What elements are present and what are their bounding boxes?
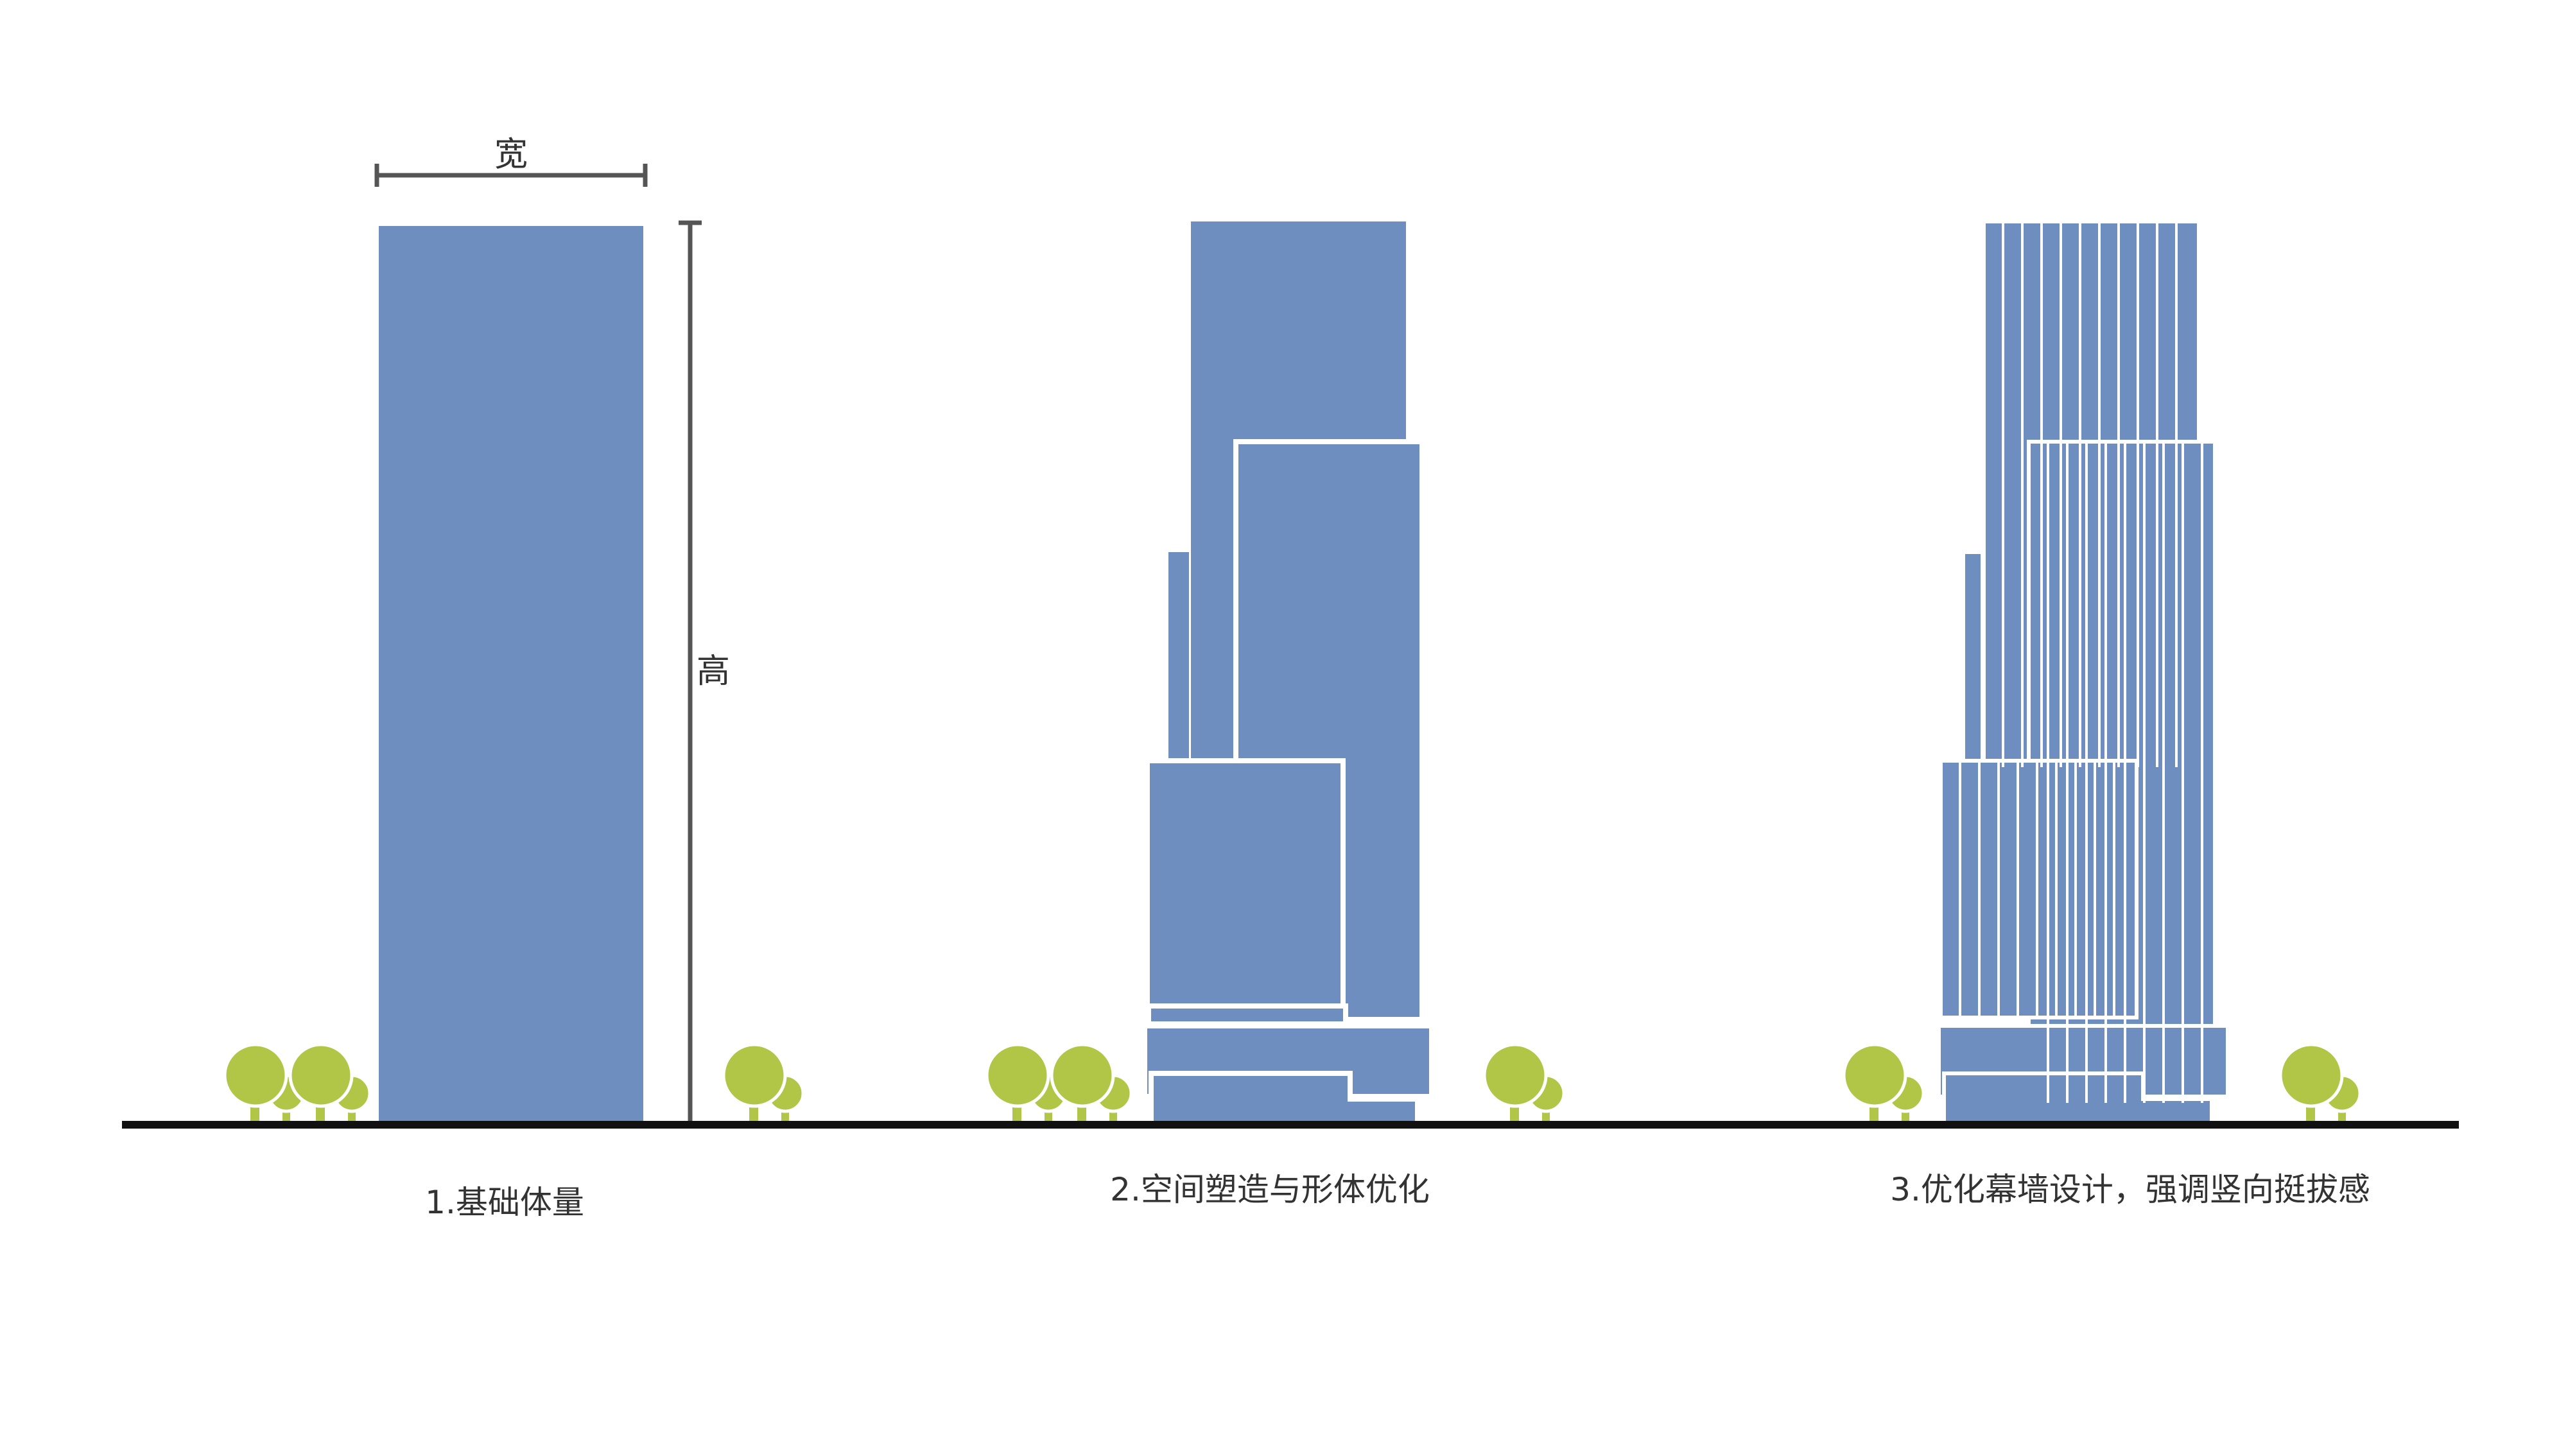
- tree: [288, 1043, 372, 1124]
- step-2-massing: [1142, 221, 1434, 1127]
- step-1-caption: 1.基础体量: [425, 1184, 584, 1221]
- tree-canopy: [2278, 1043, 2344, 1108]
- podium-band-upper: [1146, 1003, 1348, 1027]
- tree-canopy: [985, 1043, 1050, 1108]
- curtain-wall-mullions: [1959, 221, 2203, 1103]
- middle-volume: [1145, 758, 1346, 1017]
- middle-volume-3: [1939, 759, 2139, 1019]
- tree: [1050, 1043, 1133, 1124]
- tree: [1842, 1043, 1925, 1124]
- tree: [2278, 1043, 2362, 1124]
- step-3-massing: [1937, 220, 2230, 1127]
- step-1-massing: 宽 高: [374, 135, 730, 1127]
- tree: [223, 1043, 306, 1124]
- tree-canopy: [1050, 1043, 1115, 1108]
- side-fin: [1168, 552, 1189, 767]
- trees: [223, 1043, 2362, 1124]
- basic-tower: [379, 226, 643, 1125]
- width-label: 宽: [494, 135, 528, 174]
- tree: [722, 1043, 805, 1124]
- width-dimension: [374, 164, 648, 187]
- tree-canopy: [288, 1043, 354, 1108]
- tree-canopy: [722, 1043, 787, 1108]
- tree-canopy: [223, 1043, 288, 1108]
- step-3-caption: 3.优化幕墙设计，强调竖向挺拔感: [1890, 1171, 2370, 1208]
- tree-canopy: [1842, 1043, 1907, 1108]
- tree: [1482, 1043, 1566, 1124]
- side-fin-3: [1961, 550, 1984, 769]
- height-label: 高: [697, 652, 730, 691]
- step-2-caption: 2.空间塑造与形体优化: [1110, 1171, 1430, 1208]
- tree-canopy: [1482, 1043, 1548, 1108]
